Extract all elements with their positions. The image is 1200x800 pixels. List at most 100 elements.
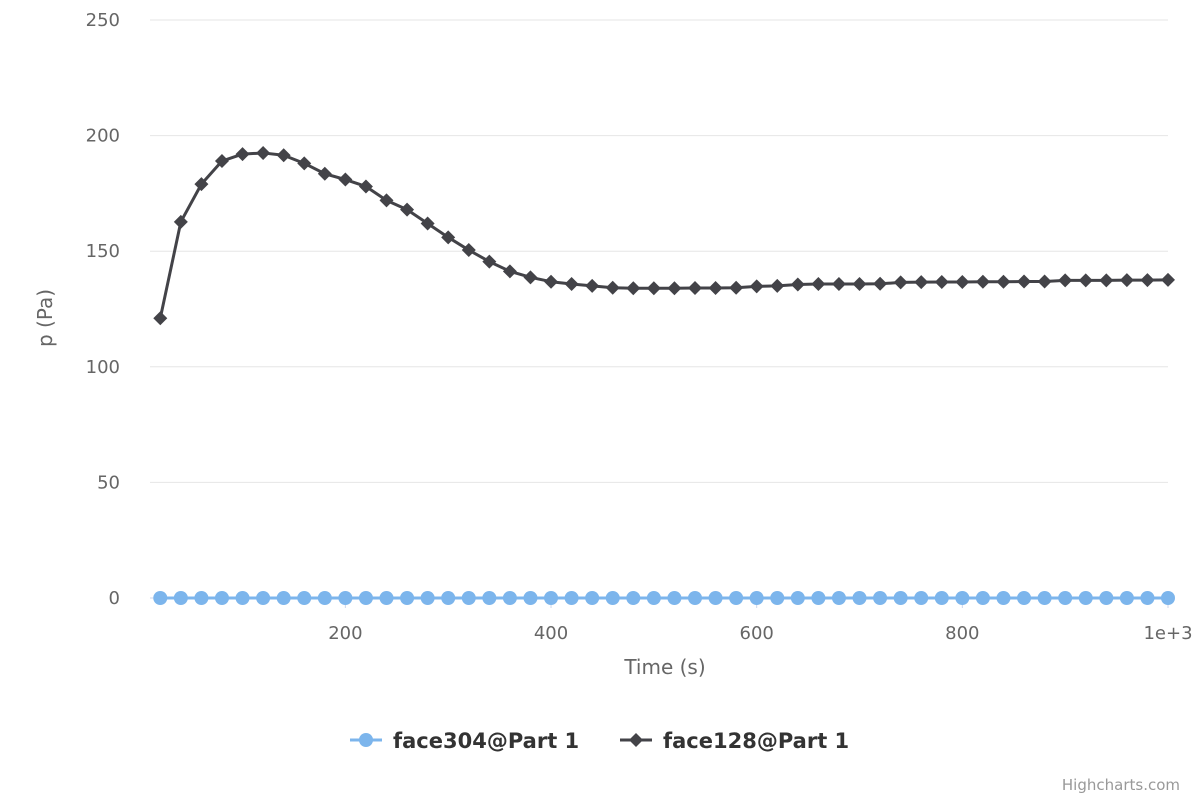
data-point xyxy=(955,591,970,605)
data-point xyxy=(153,311,168,326)
y-tick-label: 100 xyxy=(86,357,120,378)
data-point xyxy=(1058,591,1073,605)
data-point xyxy=(585,278,600,293)
series-1 xyxy=(153,591,1175,605)
legend-circle-icon xyxy=(359,733,373,747)
data-point xyxy=(914,275,929,290)
data-point xyxy=(358,179,373,194)
series-group xyxy=(153,145,1175,605)
data-point xyxy=(831,277,846,292)
legend-item-1[interactable]: face304@Part 1 xyxy=(350,729,579,753)
data-point xyxy=(153,591,168,605)
data-point xyxy=(975,591,990,605)
data-point xyxy=(276,591,291,605)
legend-label: face304@Part 1 xyxy=(393,729,579,753)
data-point xyxy=(564,591,579,605)
series-2 xyxy=(153,145,1175,326)
data-point xyxy=(1078,273,1093,288)
data-point xyxy=(893,275,908,290)
data-point xyxy=(420,591,435,605)
y-tick-label: 150 xyxy=(86,241,120,262)
data-point xyxy=(852,277,867,292)
data-point xyxy=(1161,272,1175,287)
data-point xyxy=(441,591,456,605)
data-point xyxy=(667,591,682,605)
data-point xyxy=(214,154,229,169)
data-point xyxy=(194,591,209,605)
y-axis-title: p (Pa) xyxy=(33,289,57,347)
data-point xyxy=(276,148,291,163)
y-tick-label: 200 xyxy=(86,126,120,147)
data-point xyxy=(173,591,188,605)
data-point xyxy=(914,591,929,605)
data-point xyxy=(523,270,538,285)
data-point xyxy=(873,591,888,605)
x-axis: 200 400 600 800 1e+3 xyxy=(150,597,1193,644)
data-point xyxy=(687,280,702,295)
data-point xyxy=(975,274,990,289)
data-point xyxy=(1140,273,1155,288)
data-point xyxy=(235,147,250,162)
data-point xyxy=(502,591,517,605)
data-point xyxy=(729,280,744,295)
data-point xyxy=(770,278,785,293)
data-point xyxy=(934,591,949,605)
data-point xyxy=(379,591,394,605)
credits-link[interactable]: Highcharts.com xyxy=(1062,776,1180,794)
data-point xyxy=(461,591,476,605)
data-point xyxy=(729,591,744,605)
y-tick-label: 250 xyxy=(86,10,120,31)
data-point xyxy=(297,156,312,171)
data-point xyxy=(687,591,702,605)
data-point xyxy=(441,230,456,245)
data-point xyxy=(1161,591,1175,605)
data-point xyxy=(482,591,497,605)
data-point xyxy=(564,277,579,292)
legend-item-2[interactable]: face128@Part 1 xyxy=(620,729,849,753)
data-point xyxy=(173,214,188,229)
data-point xyxy=(502,264,517,279)
data-point xyxy=(1119,273,1134,288)
data-point xyxy=(667,281,682,296)
data-point xyxy=(1140,591,1155,605)
grid-lines xyxy=(150,19,1168,483)
data-point xyxy=(873,276,888,291)
data-point xyxy=(955,274,970,289)
legend-label: face128@Part 1 xyxy=(663,729,849,753)
data-point xyxy=(934,274,949,289)
x-tick-label: 200 xyxy=(328,623,362,644)
data-point xyxy=(1099,591,1114,605)
data-point xyxy=(214,591,229,605)
data-point xyxy=(831,591,846,605)
data-point xyxy=(544,274,559,289)
data-point xyxy=(646,591,661,605)
data-point xyxy=(646,281,661,296)
x-tick-label: 1e+3 xyxy=(1143,623,1192,644)
data-point xyxy=(1017,274,1032,289)
x-tick-label: 600 xyxy=(740,623,774,644)
data-point xyxy=(996,591,1011,605)
data-point xyxy=(626,281,641,296)
data-point xyxy=(770,591,785,605)
data-point xyxy=(1058,273,1073,288)
data-point xyxy=(749,591,764,605)
y-tick-label: 50 xyxy=(97,472,120,493)
data-point xyxy=(852,591,867,605)
data-point xyxy=(317,166,332,181)
data-point xyxy=(420,216,435,231)
x-axis-title: Time (s) xyxy=(623,655,705,679)
data-point xyxy=(358,591,373,605)
data-point xyxy=(1017,591,1032,605)
data-point xyxy=(811,591,826,605)
data-point xyxy=(1119,591,1134,605)
data-point xyxy=(893,591,908,605)
data-point xyxy=(461,243,476,258)
data-point xyxy=(626,591,641,605)
data-point xyxy=(708,591,723,605)
y-axis-ticks: 0 50 100 150 200 250 xyxy=(86,10,120,609)
data-point xyxy=(400,591,415,605)
data-point xyxy=(1099,273,1114,288)
data-point xyxy=(1037,591,1052,605)
data-point xyxy=(790,277,805,292)
data-point xyxy=(338,172,353,187)
